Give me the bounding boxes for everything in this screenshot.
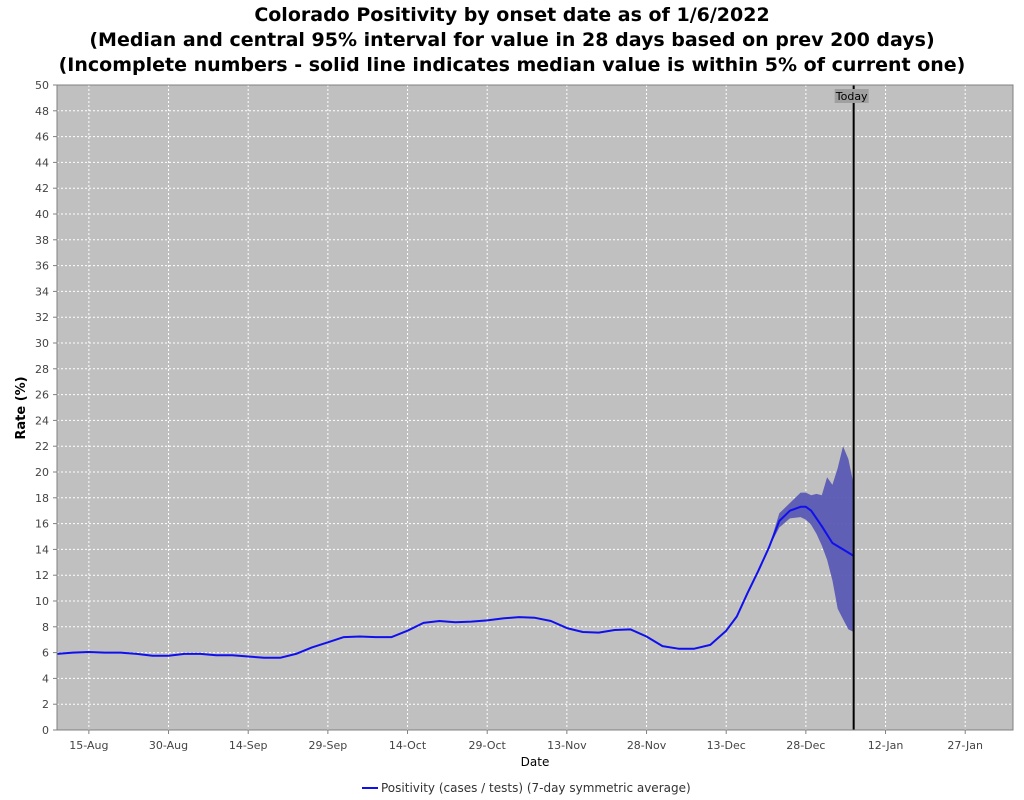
- x-tick-label: 29-Sep: [309, 739, 348, 752]
- y-tick-label: 50: [35, 79, 49, 92]
- y-axis-label: Rate (%): [14, 376, 29, 439]
- series-layer: [56, 505, 855, 659]
- plot-border: [56, 84, 1014, 731]
- y-tick-label: 0: [42, 724, 49, 737]
- interval-band-layer: [768, 446, 854, 632]
- y-tick-label: 42: [35, 182, 49, 195]
- x-tick-label: 12-Jan: [868, 739, 904, 752]
- y-tick-label: 44: [35, 156, 49, 169]
- y-axis: 0246810121416182022242628303234363840424…: [35, 79, 57, 737]
- y-tick-label: 24: [35, 414, 49, 427]
- y-tick-label: 34: [35, 285, 49, 298]
- title-line-2: (Median and central 95% interval for val…: [89, 29, 934, 51]
- today-label: Today: [835, 90, 868, 103]
- y-tick-label: 28: [35, 363, 49, 376]
- legend-label: Positivity (cases / tests) (7-day symmet…: [381, 781, 691, 795]
- x-tick-label: 13-Nov: [547, 739, 587, 752]
- chart-title: Colorado Positivity by onset date as of …: [59, 4, 966, 76]
- y-tick-label: 4: [42, 672, 49, 685]
- y-tick-label: 26: [35, 389, 49, 402]
- x-tick-label: 13-Dec: [707, 739, 746, 752]
- today-label-bg: [834, 89, 869, 103]
- x-tick-label: 15-Aug: [69, 739, 108, 752]
- y-tick-label: 22: [35, 440, 49, 453]
- title-line-3: (Incomplete numbers - solid line indicat…: [59, 54, 966, 76]
- y-tick-label: 32: [35, 311, 49, 324]
- y-tick-label: 12: [35, 569, 49, 582]
- x-tick-label: 14-Sep: [229, 739, 268, 752]
- legend: Positivity (cases / tests) (7-day symmet…: [362, 781, 691, 795]
- today-marker-layer: Today: [834, 85, 869, 730]
- y-tick-label: 18: [35, 492, 49, 505]
- y-tick-label: 40: [35, 208, 49, 221]
- x-tick-label: 29-Oct: [469, 739, 507, 752]
- x-tick-label: 28-Nov: [627, 739, 667, 752]
- series-line-0: [56, 505, 855, 659]
- y-tick-label: 46: [35, 131, 49, 144]
- x-axis-label: Date: [521, 755, 550, 769]
- y-tick-label: 20: [35, 466, 49, 479]
- x-tick-label: 30-Aug: [149, 739, 188, 752]
- y-tick-label: 30: [35, 337, 49, 350]
- y-tick-label: 6: [42, 647, 49, 660]
- interval-band: [768, 446, 854, 632]
- y-tick-label: 38: [35, 234, 49, 247]
- plot-area: [57, 85, 1013, 730]
- y-tick-label: 36: [35, 260, 49, 273]
- title-line-1: Colorado Positivity by onset date as of …: [254, 4, 769, 26]
- x-axis: 15-Aug 30-Aug 14-Sep 29-Sep 14-Oct 29-Oct 13-N…: [69, 730, 983, 752]
- x-tick-label: 14-Oct: [389, 739, 427, 752]
- y-tick-label: 16: [35, 518, 49, 531]
- y-tick-label: 8: [42, 621, 49, 634]
- x-tick-label: 27-Jan: [947, 739, 983, 752]
- x-tick-label: 28-Dec: [786, 739, 825, 752]
- y-tick-label: 14: [35, 543, 49, 556]
- y-tick-label: 2: [42, 698, 49, 711]
- y-tick-label: 10: [35, 595, 49, 608]
- y-tick-label: 48: [35, 105, 49, 118]
